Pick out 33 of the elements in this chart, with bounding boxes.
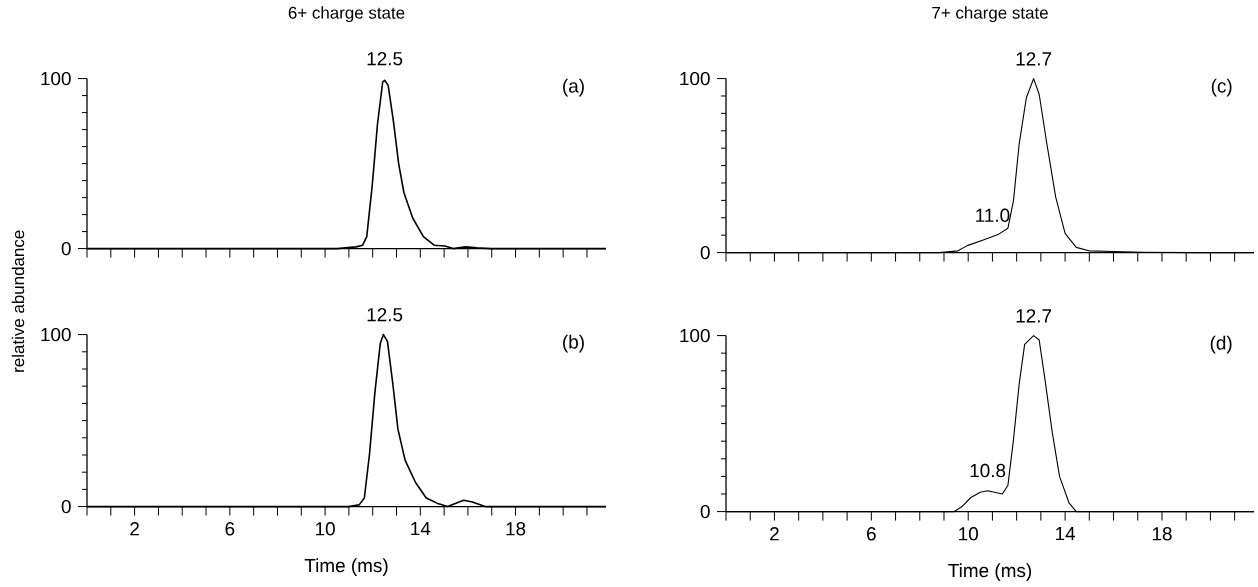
chart-title: 6+ charge state <box>288 6 405 22</box>
y-tick-label: 0 <box>700 504 710 519</box>
x-tick-label: 10 <box>315 521 335 536</box>
annotation: (a) <box>563 78 584 97</box>
chart-title: 7+ charge state <box>932 6 1048 22</box>
x-tick-label: 10 <box>959 526 978 541</box>
y-tick-label: 100 <box>41 327 71 342</box>
y-tick-label: 100 <box>41 71 71 86</box>
y-tick-label: 100 <box>680 328 710 343</box>
x-tick-label: 2 <box>770 526 779 541</box>
annotation: (d) <box>1210 335 1232 354</box>
annotation: 12.5 <box>367 51 403 66</box>
y-axis-title: relative abundance <box>11 230 25 372</box>
x-tick-label: 14 <box>411 521 431 535</box>
annotation: 12.5 <box>367 307 403 322</box>
annotation: 10.8 <box>970 463 1006 478</box>
annotation: 12.7 <box>1016 52 1052 66</box>
annotation: 11.0 <box>976 208 1010 222</box>
x-tick-label: 18 <box>1152 526 1172 541</box>
y-tick-label: 100 <box>680 71 710 86</box>
annotation: (c) <box>1211 78 1232 97</box>
x-tick-label: 6 <box>225 521 235 536</box>
annotation: (b) <box>563 334 584 353</box>
y-tick-label: 0 <box>700 245 710 260</box>
annotation: 12.7 <box>1016 309 1052 323</box>
x-axis-title: Time (ms) <box>948 563 1032 581</box>
x-tick-label: 2 <box>130 521 139 536</box>
x-tick-label: 14 <box>1056 526 1076 540</box>
y-tick-label: 0 <box>61 241 71 256</box>
x-axis-title: Time (ms) <box>304 558 388 576</box>
y-tick-label: 0 <box>61 499 71 514</box>
x-tick-label: 18 <box>506 521 526 536</box>
x-tick-label: 6 <box>867 526 876 541</box>
